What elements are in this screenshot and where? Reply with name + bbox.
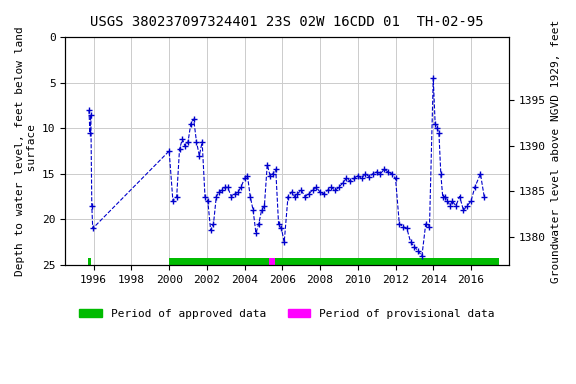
Bar	[275, 258, 499, 265]
Title: USGS 380237097324401 23S 02W 16CDD 01  TH-02-95: USGS 380237097324401 23S 02W 16CDD 01 TH…	[90, 15, 484, 29]
Bar	[88, 258, 91, 265]
Y-axis label: Groundwater level above NGVD 1929, feet: Groundwater level above NGVD 1929, feet	[551, 19, 561, 283]
Y-axis label: Depth to water level, feet below land
 surface: Depth to water level, feet below land su…	[15, 26, 37, 276]
Bar	[169, 258, 269, 265]
Legend: Period of approved data, Period of provisional data: Period of approved data, Period of provi…	[75, 304, 499, 323]
Bar	[269, 258, 275, 265]
